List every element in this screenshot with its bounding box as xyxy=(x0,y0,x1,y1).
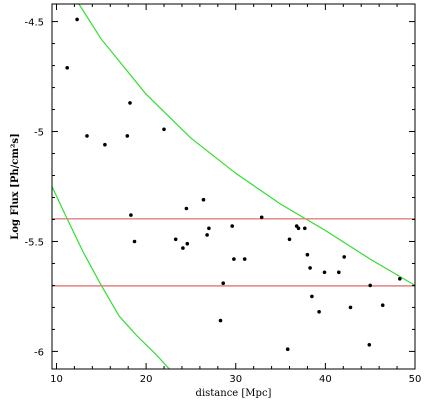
y-tick-label: -5 xyxy=(34,128,44,139)
data-point xyxy=(218,318,223,323)
data-point xyxy=(103,142,107,147)
data-point xyxy=(207,226,211,231)
data-point xyxy=(85,134,89,138)
data-point xyxy=(242,257,247,261)
data-point xyxy=(129,213,133,217)
data-point xyxy=(181,246,185,250)
data-point xyxy=(132,239,137,244)
data-point xyxy=(348,305,353,310)
data-point xyxy=(75,17,79,22)
fit-curves xyxy=(52,4,415,369)
data-point xyxy=(317,310,321,314)
data-point xyxy=(310,294,314,299)
data-point xyxy=(287,237,292,242)
data-point xyxy=(184,206,189,211)
data-point xyxy=(285,347,290,352)
data-point xyxy=(367,343,372,347)
y-tick-label: -6 xyxy=(34,347,44,358)
x-tick-label: 10 xyxy=(50,374,63,385)
y-tick-label: -5.5 xyxy=(24,237,44,248)
data-point xyxy=(380,303,385,308)
data-point xyxy=(368,283,373,288)
data-point xyxy=(221,281,225,286)
data-point xyxy=(342,255,347,259)
fit-curve-1 xyxy=(78,4,415,286)
x-axis-label: distance [Mpc] xyxy=(196,388,272,399)
data-point xyxy=(125,134,130,138)
data-point xyxy=(296,226,301,231)
x-axis-ticks: 10 20 30 40 50 xyxy=(50,4,421,385)
y-tick-label: -4.5 xyxy=(24,18,44,29)
x-tick-label: 40 xyxy=(319,374,332,385)
data-point xyxy=(201,197,206,202)
x-tick-label: 50 xyxy=(409,374,422,385)
plot-frame xyxy=(51,3,416,370)
data-point xyxy=(65,66,69,70)
data-point xyxy=(337,270,341,275)
data-point xyxy=(162,127,166,132)
data-point xyxy=(173,237,178,242)
data-point xyxy=(322,270,327,275)
y-axis-label: Log Flux [Ph/cm²s] xyxy=(10,133,21,239)
x-tick-label: 30 xyxy=(229,374,242,385)
data-point xyxy=(308,266,312,270)
data-point xyxy=(398,277,402,281)
x-tick-label: 20 xyxy=(140,374,153,385)
data-point xyxy=(185,241,190,246)
data-point xyxy=(232,257,236,261)
y-axis-ticks: -4.5 -5 -5.5 -6 xyxy=(24,18,415,358)
data-point xyxy=(305,252,310,257)
data-point xyxy=(205,233,209,237)
fit-curve-2 xyxy=(52,186,170,369)
data-point xyxy=(230,224,234,228)
data-point xyxy=(259,215,264,220)
data-point xyxy=(128,101,132,105)
threshold-lines xyxy=(52,218,415,287)
data-point xyxy=(303,226,307,231)
data-points xyxy=(65,17,402,352)
